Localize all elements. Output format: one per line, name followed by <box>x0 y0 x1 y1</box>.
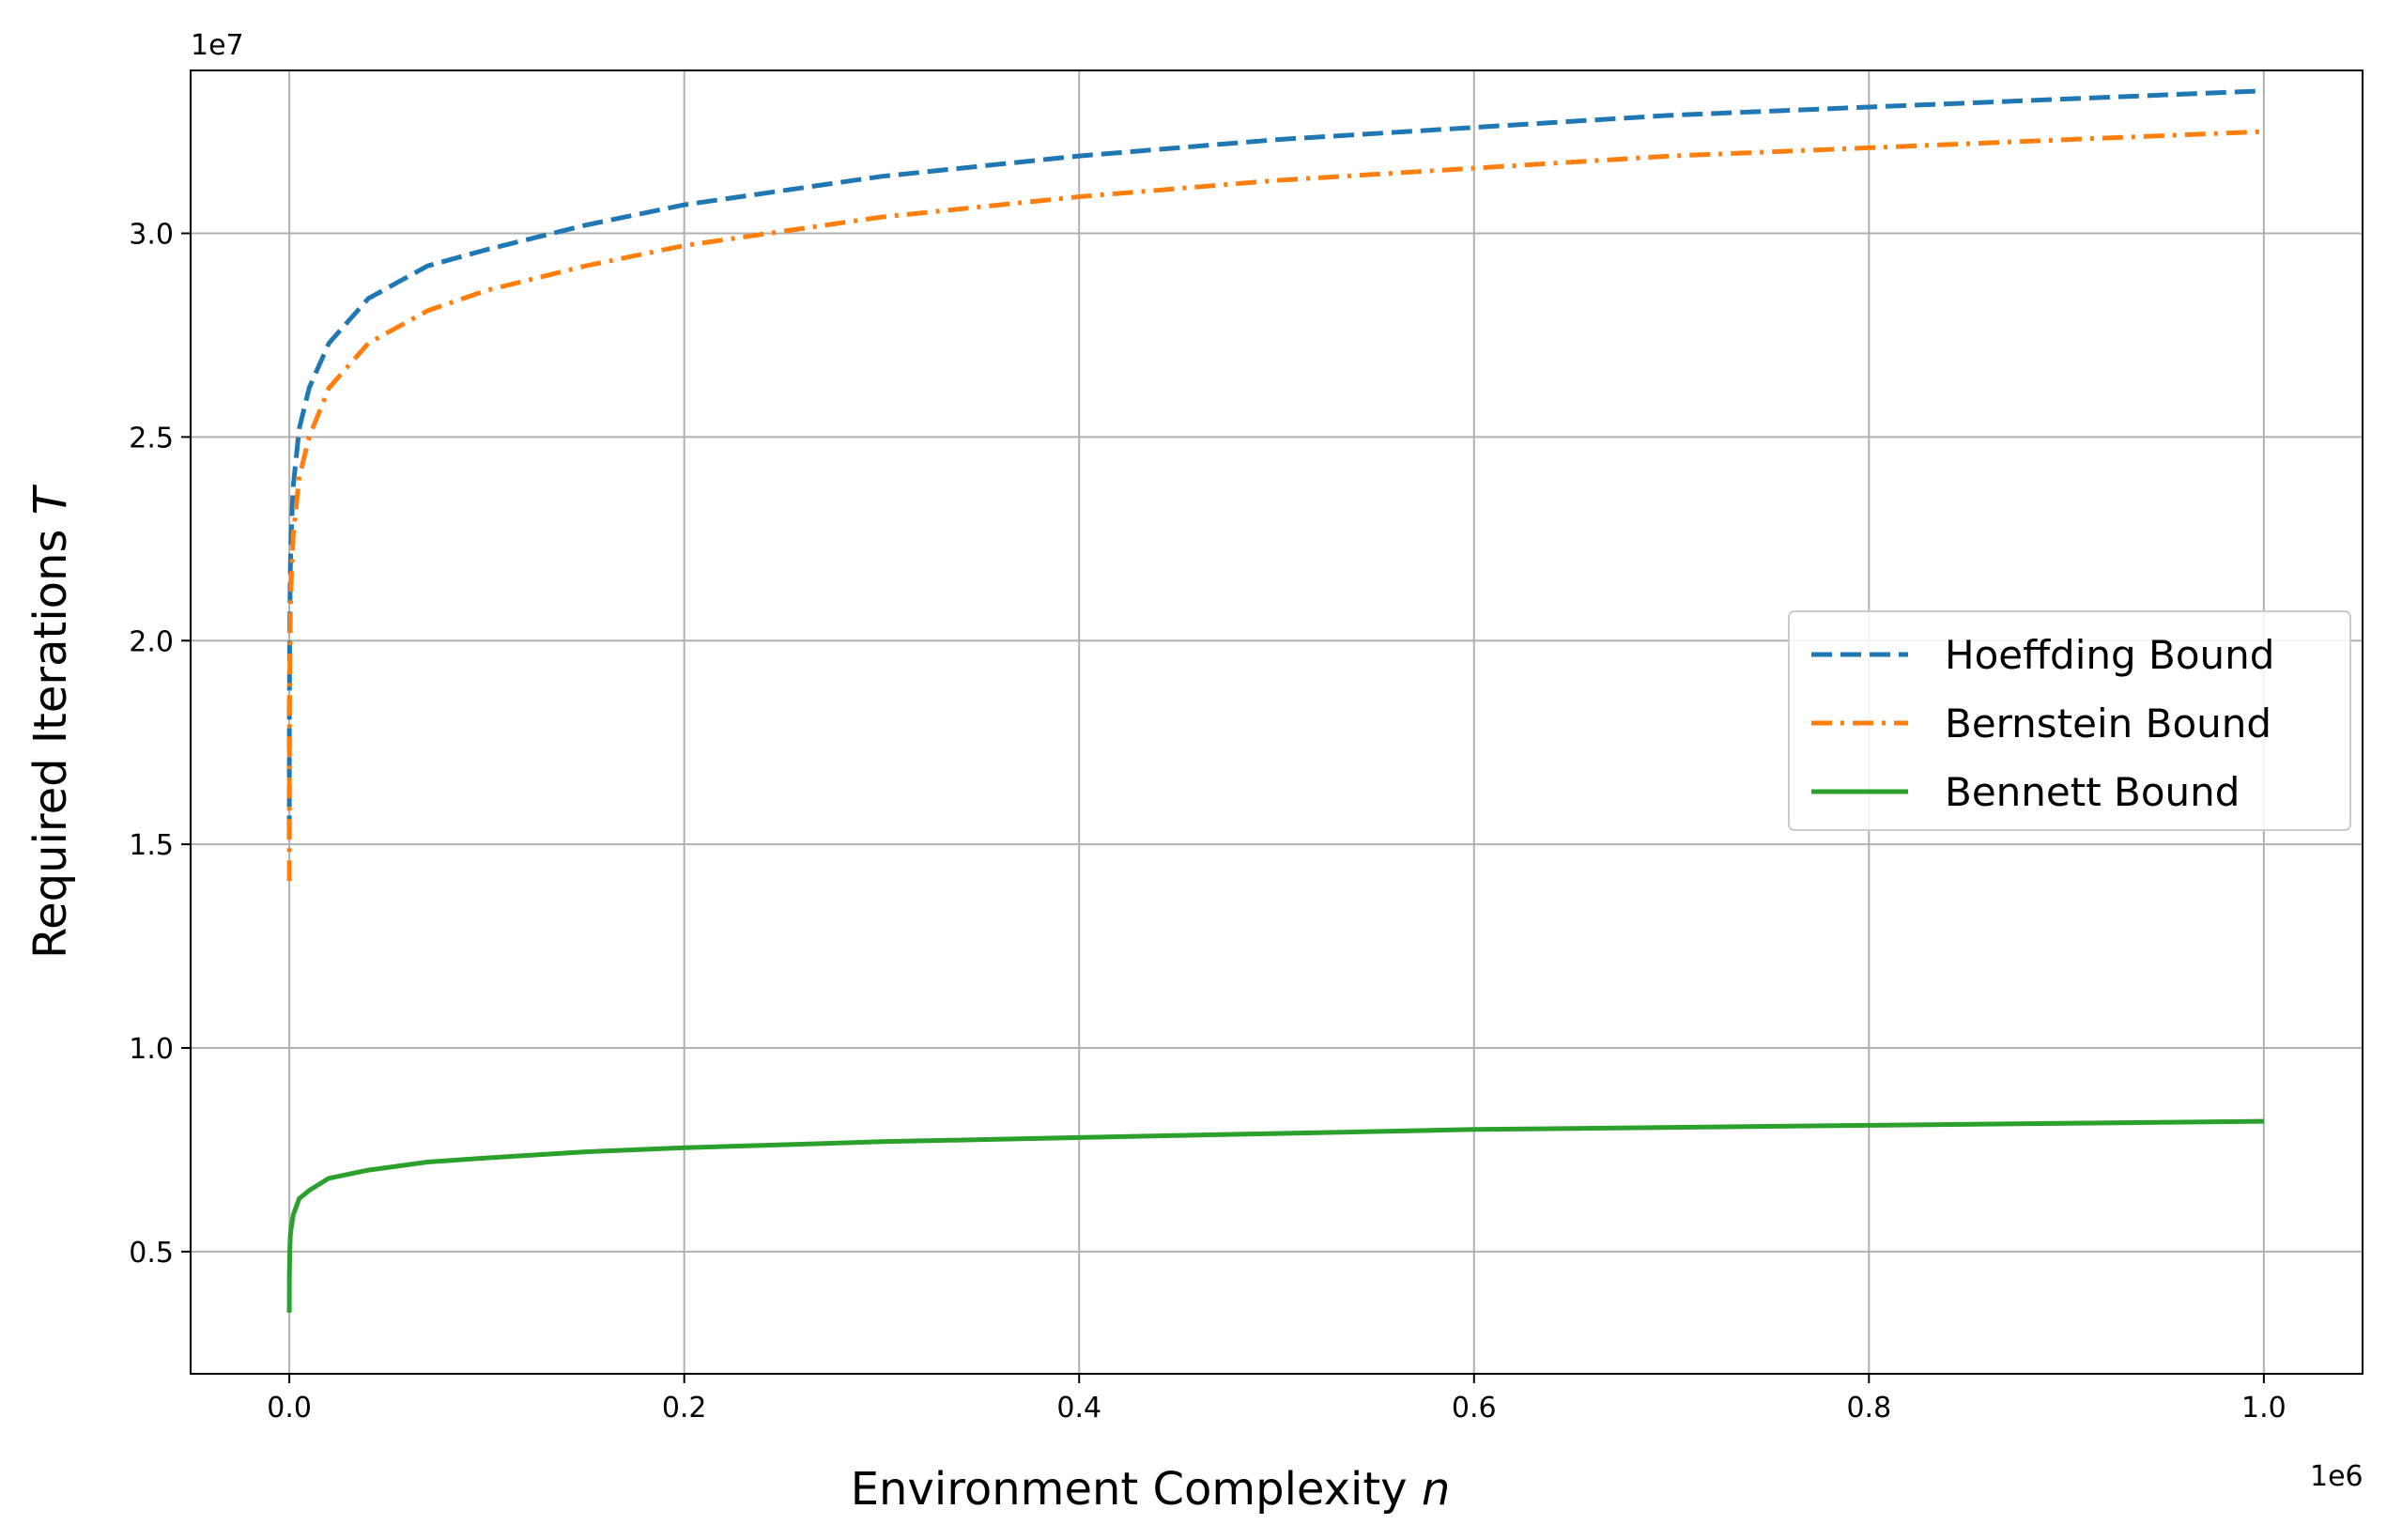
legend-label: Bennett Bound <box>1945 769 2240 815</box>
legend-label: Bernstein Bound <box>1945 701 2271 747</box>
x-tick-label: 0.4 <box>1056 1392 1101 1424</box>
y-axis-label-text: Required Iterations <box>24 530 77 960</box>
legend: Hoeffding Bound Bernstein Bound Bennett Bo… <box>1788 610 2351 831</box>
series-layer <box>286 88 2265 1313</box>
x-axis-label-text: Environment Complexity <box>851 1463 1408 1516</box>
y-tick-label: 1.0 <box>129 1033 174 1066</box>
y-tick-label: 2.5 <box>129 422 174 454</box>
x-axis-label: Environment Complexity n <box>851 1463 1451 1516</box>
y-tick-label: 3.0 <box>129 219 174 252</box>
series-line-hoeffding-bound <box>286 88 2265 837</box>
y-offset-label: 1e7 <box>191 29 244 62</box>
y-tick-label: 0.5 <box>129 1237 174 1270</box>
series-line-bernstein-bound <box>286 129 2265 882</box>
y-axis-label: Required Iterations T <box>24 484 77 959</box>
legend-box <box>1788 610 2351 831</box>
x-tick-label: 0.0 <box>267 1392 312 1424</box>
y-tick-label: 1.5 <box>129 829 174 862</box>
series-line-bennett-bound <box>286 1118 2264 1313</box>
x-tick-label: 1.0 <box>2241 1392 2287 1424</box>
plot-frame <box>190 69 2364 1375</box>
x-tick-label: 0.2 <box>662 1392 707 1424</box>
x-tick-label: 0.8 <box>1846 1392 1891 1424</box>
x-offset-label: 1e6 <box>2310 1460 2364 1493</box>
ticks: 0.0 0.2 0.4 0.6 0.8 1.0 0.5 1.0 1.5 2.0 2.5 3.0 <box>129 219 2286 1425</box>
x-axis-label-var: n <box>1422 1463 1450 1516</box>
x-tick-label: 0.6 <box>1452 1392 1497 1424</box>
legend-label: Hoeffding Bound <box>1945 632 2274 678</box>
y-axis-label-var: T <box>24 484 77 515</box>
y-tick-label: 2.0 <box>129 625 174 658</box>
